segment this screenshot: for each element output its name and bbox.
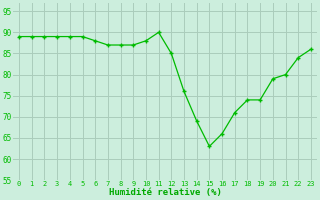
X-axis label: Humidité relative (%): Humidité relative (%) bbox=[108, 188, 221, 197]
